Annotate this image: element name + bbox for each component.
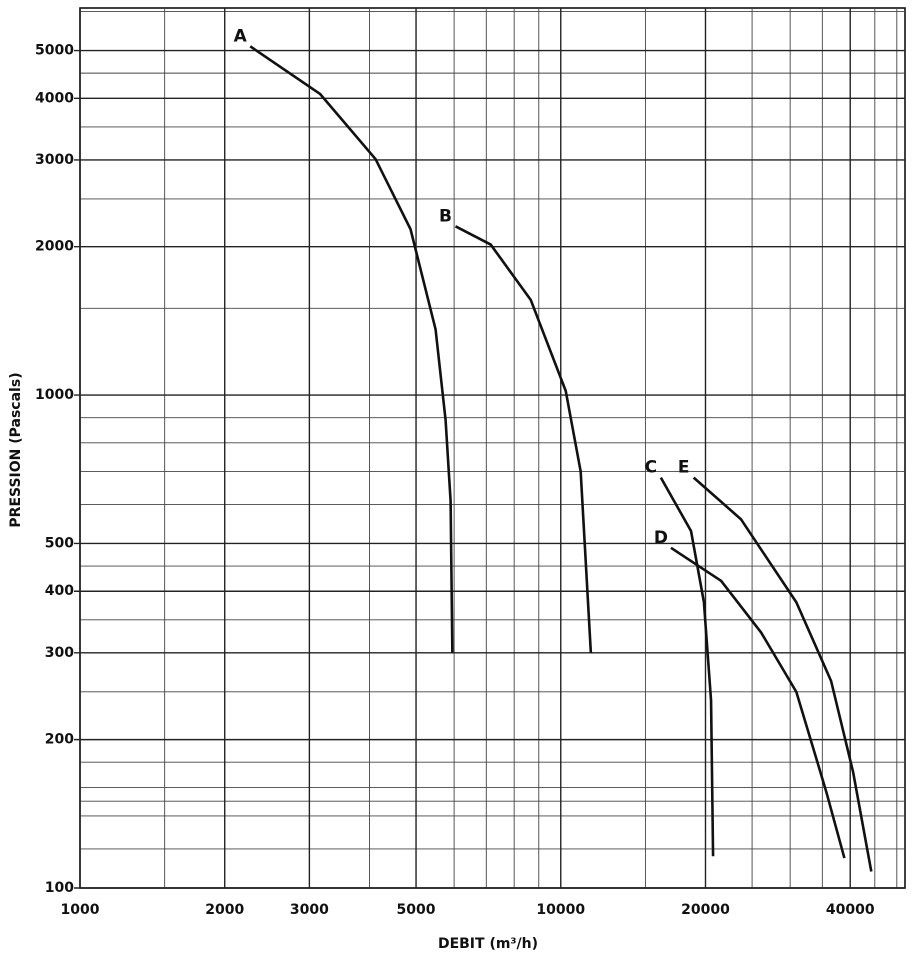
y-tick-label: 4000 bbox=[35, 90, 74, 106]
x-tick-label: 40000 bbox=[826, 902, 875, 918]
curve bbox=[249, 45, 454, 653]
curve-label: A bbox=[234, 26, 248, 46]
x-tick-label: 20000 bbox=[681, 902, 730, 918]
y-tick-label: 500 bbox=[45, 535, 74, 551]
plot-frame bbox=[79, 7, 906, 889]
x-tick-label: 10000 bbox=[536, 902, 585, 918]
x-tick-label: 2000 bbox=[205, 902, 244, 918]
y-tick-label: 200 bbox=[45, 732, 74, 748]
curve-label: B bbox=[439, 206, 452, 226]
curve-label: C bbox=[645, 458, 657, 478]
curve-label: E bbox=[678, 458, 690, 478]
y-axis-label: PRESSION (Pascals) bbox=[8, 372, 24, 527]
curve bbox=[454, 225, 593, 653]
x-axis-label: DEBIT (m³/h) bbox=[438, 936, 538, 952]
x-tick-label: 1000 bbox=[61, 902, 100, 918]
y-tick-label: 5000 bbox=[35, 43, 74, 59]
y-tick-label: 1000 bbox=[35, 387, 74, 403]
curve-label: D bbox=[654, 528, 668, 548]
curve bbox=[659, 477, 715, 857]
curve bbox=[692, 476, 873, 872]
curve bbox=[670, 546, 846, 859]
x-tick-label: 5000 bbox=[397, 902, 436, 918]
y-tick-label: 300 bbox=[45, 645, 74, 661]
x-tick-label: 3000 bbox=[290, 902, 329, 918]
y-tick-label: 100 bbox=[45, 880, 74, 896]
y-tick-label: 400 bbox=[45, 583, 74, 599]
y-tick-label: 3000 bbox=[35, 152, 74, 168]
y-tick-label: 2000 bbox=[35, 239, 74, 255]
